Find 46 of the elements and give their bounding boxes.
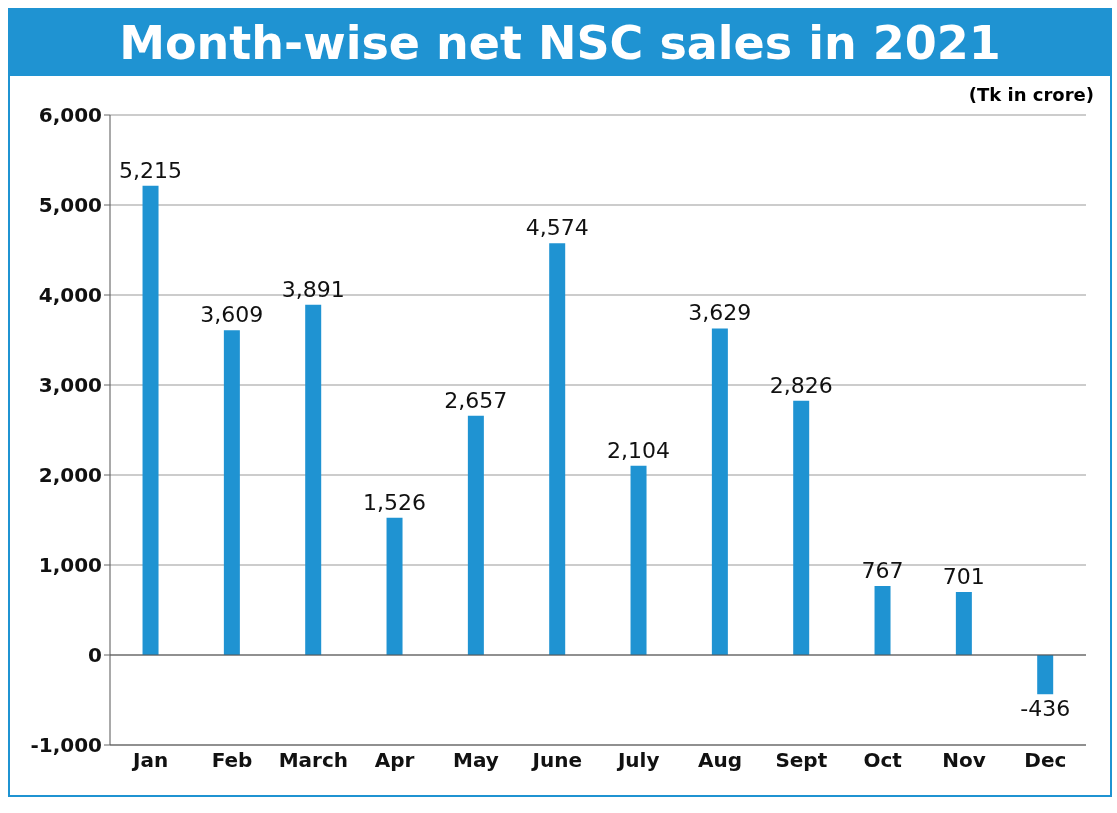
y-tick-label: 0: [88, 643, 102, 668]
x-tick-label: Jan: [131, 748, 169, 773]
x-tick-label: Aug: [697, 748, 743, 773]
y-tick-label: 2,000: [38, 463, 102, 488]
x-tick-label: Nov: [942, 748, 986, 773]
data-label: 3,629: [688, 300, 752, 326]
bar: [711, 328, 728, 655]
text: (Tk in crore): [967, 83, 1095, 105]
data-label: 2,104: [607, 437, 671, 463]
data-label: 2,657: [444, 387, 508, 413]
data-label: 5,215: [119, 157, 183, 183]
x-tick-label: March: [278, 748, 349, 773]
bar: [1037, 655, 1054, 695]
x-tick-label: Feb: [211, 748, 253, 773]
y-tick-label: 1,000: [38, 553, 102, 578]
data-label: 2,826: [769, 372, 833, 398]
bar: [955, 591, 972, 655]
y-tick-label: -1,000: [30, 733, 102, 758]
x-tick-label: Apr: [374, 748, 415, 773]
bar: [549, 243, 566, 655]
x-tick-label: May: [453, 748, 499, 773]
data-label: -436: [1020, 696, 1071, 722]
x-tick-label: Oct: [863, 748, 903, 773]
bar: [467, 415, 484, 655]
data-label: 4,574: [525, 215, 589, 241]
bar: [793, 400, 810, 655]
x-tick-label: July: [615, 748, 660, 773]
x-tick-label: June: [530, 748, 583, 773]
x-tick-label: Sept: [775, 748, 828, 773]
data-label: 3,609: [200, 302, 264, 328]
bar: [223, 330, 240, 655]
bar: [630, 465, 647, 655]
bar: [305, 304, 322, 655]
y-tick-label: 4,000: [38, 283, 102, 308]
chart-title: Month-wise net NSC sales in 2021: [10, 10, 1110, 76]
y-tick-label: 5,000: [38, 193, 102, 218]
data-label: 767: [861, 557, 904, 583]
y-tick-label: 3,000: [38, 373, 102, 398]
bar: [386, 517, 403, 655]
x-tick-label: Dec: [1024, 748, 1067, 773]
bar: [874, 585, 891, 655]
y-tick-label: 6,000: [38, 103, 102, 128]
data-label: 3,891: [281, 276, 345, 302]
bar: [142, 185, 159, 655]
data-label: 1,526: [363, 489, 427, 515]
data-label: 701: [942, 563, 985, 589]
